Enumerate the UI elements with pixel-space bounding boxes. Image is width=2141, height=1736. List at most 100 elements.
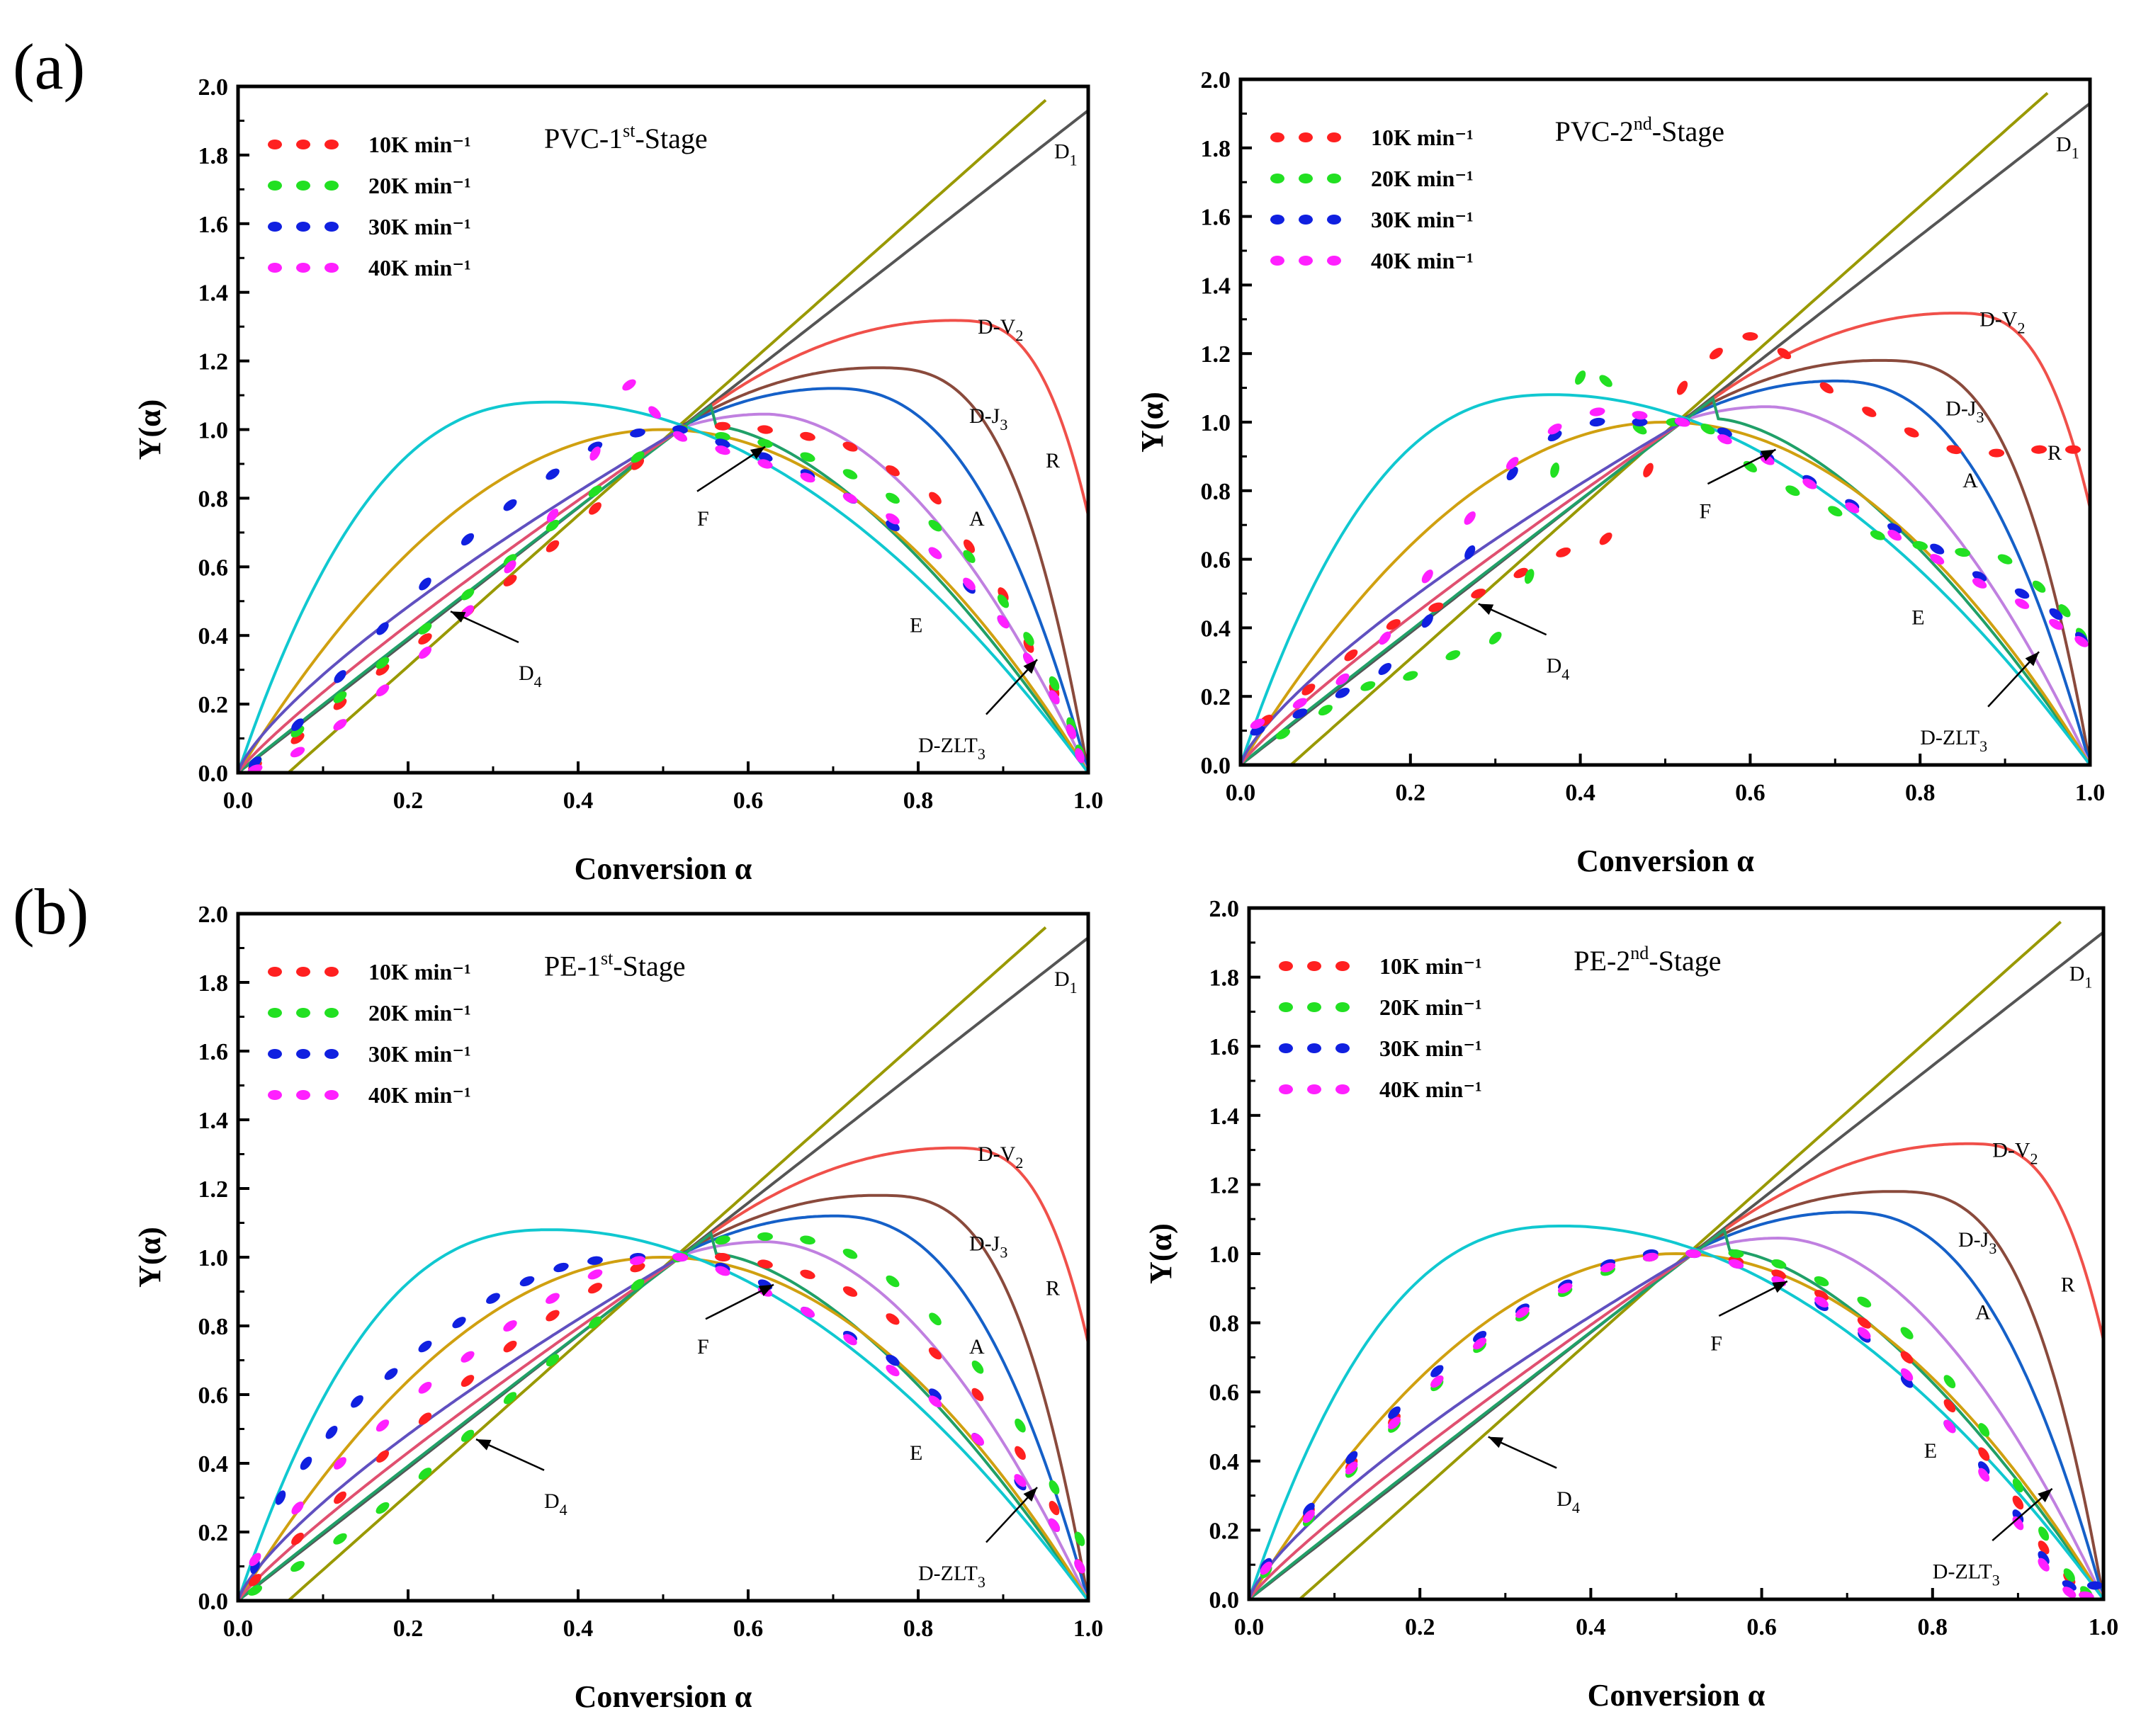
model-curve-cb	[1249, 1252, 1695, 1599]
data-point-series-1	[375, 664, 390, 676]
legend-marker	[1270, 174, 1284, 183]
model-curve-cb	[1241, 421, 1683, 765]
curve-label-a: A	[1975, 1301, 1991, 1324]
data-point-series-4	[842, 493, 858, 504]
label-arrows	[1488, 1280, 2053, 1541]
curve-label-d4: D4	[1557, 1487, 1580, 1516]
data-point-series-3	[519, 1276, 535, 1287]
panel-tag-a: (a)	[13, 30, 85, 103]
model-curve-r	[679, 1193, 1088, 1601]
arrow-head	[1760, 449, 1776, 461]
data-point-series-1	[1904, 427, 1919, 438]
legend-label: 10K min⁻¹	[1371, 125, 1474, 150]
y-axis-title: Y(α)	[132, 399, 167, 460]
data-point-series-1	[842, 1286, 858, 1297]
data-point-series-2	[1978, 1423, 1990, 1437]
y-tick-label: 1.6	[1201, 205, 1231, 231]
data-point-series-4	[757, 459, 773, 469]
data-point-series-4	[1250, 718, 1265, 730]
curve-label-d-zlt3: D-ZLT3	[1920, 726, 1987, 755]
y-tick-label: 1.4	[1209, 1104, 1240, 1130]
legend-label: 20K min⁻¹	[1379, 994, 1482, 1020]
axes: 0.0 0.2 0.4 0.6 0.8 1.0 0.0 0.2 0.4 0.6 0.8 1.0 1.2 1…	[198, 74, 1104, 814]
data-point-series-3	[291, 718, 304, 732]
data-point-series-2	[757, 438, 773, 448]
curve-label-d-v2: D-V2	[978, 1142, 1023, 1171]
data-point-series-4	[1717, 434, 1732, 445]
arrow-head	[2025, 652, 2040, 666]
legend-marker	[1279, 1084, 1293, 1094]
arrow-head	[1772, 1281, 1787, 1293]
data-point-series-1	[375, 1450, 390, 1463]
curve-label-r: R	[2061, 1273, 2075, 1297]
data-point-series-4	[375, 1419, 390, 1432]
x-tick-label: 0.8	[903, 1616, 934, 1642]
legend-label: 20K min⁻¹	[368, 1000, 471, 1026]
model-curve-a	[679, 412, 1088, 773]
x-tick-label: 0.2	[1396, 780, 1426, 806]
y-tick-label: 0.2	[1209, 1518, 1240, 1544]
model-curve-r	[679, 366, 1088, 773]
legend-marker	[296, 140, 310, 149]
data-point-series-4	[1421, 569, 1433, 584]
data-point-series-2	[2058, 604, 2071, 618]
data-point-series-4	[503, 1320, 517, 1332]
y-tick-label: 1.4	[198, 280, 229, 307]
data-point-series-1	[971, 1388, 984, 1402]
curve-label-f: F	[1710, 1332, 1722, 1356]
data-point-series-1	[334, 1491, 346, 1504]
data-point-series-1	[546, 1310, 560, 1322]
curve-label-d4: D4	[1547, 654, 1570, 683]
data-points	[247, 1232, 1085, 1596]
data-point-series-4	[2049, 618, 2063, 630]
data-point-series-4	[843, 1334, 857, 1346]
legend-marker	[296, 1008, 310, 1018]
data-point-series-2	[375, 657, 390, 669]
data-point-series-3	[2049, 608, 2063, 620]
data-point-series-2	[1524, 569, 1535, 584]
legend-marker	[1335, 961, 1350, 971]
x-tick-label: 1.0	[1073, 788, 1104, 814]
x-tick-label: 0.0	[223, 1616, 254, 1642]
curve-label-a: A	[1962, 469, 1978, 492]
data-point-series-4	[715, 445, 730, 455]
data-point-series-4	[418, 646, 432, 659]
data-point-series-2	[997, 594, 1010, 608]
data-point-series-2	[631, 1278, 645, 1291]
legend-marker	[268, 1049, 282, 1059]
curve-label-d4: D4	[519, 662, 542, 691]
data-point-series-3	[486, 1293, 500, 1304]
curve-label-e: E	[910, 613, 922, 637]
curve-label-d-j3: D-J3	[1958, 1228, 1996, 1257]
data-point-series-3	[553, 1262, 569, 1273]
data-point-series-1	[1709, 348, 1723, 360]
x-axis-title: Conversion α	[575, 1679, 752, 1714]
model-curve-r	[1693, 1190, 2103, 1599]
data-point-series-2	[588, 1316, 602, 1329]
data-point-series-3	[1473, 1331, 1487, 1343]
data-point-series-1	[1049, 1500, 1060, 1516]
model-curve-cr	[1241, 421, 1683, 765]
legend-marker	[1279, 961, 1293, 971]
data-point-series-1	[1862, 407, 1877, 417]
data-point-series-1	[1599, 532, 1612, 545]
legend-marker	[268, 222, 282, 232]
data-point-series-3	[1506, 467, 1518, 481]
legend-label: 40K min⁻¹	[368, 1082, 471, 1108]
data-point-series-3	[275, 1490, 286, 1505]
curve-label-f: F	[697, 507, 709, 531]
data-point-series-2	[1997, 554, 2013, 565]
y-tick-label: 0.0	[198, 1589, 229, 1615]
legend-marker	[1307, 961, 1321, 971]
model-curves	[238, 98, 1088, 773]
data-point-series-4	[1600, 1262, 1616, 1273]
data-point-series-4	[461, 1351, 475, 1363]
data-point-series-2	[886, 492, 900, 504]
data-point-series-1	[886, 465, 900, 477]
curve-label-d-v2: D-V2	[1992, 1138, 2038, 1167]
y-tick-label: 0.8	[1209, 1311, 1240, 1337]
axes: 0.0 0.2 0.4 0.6 0.8 1.0 0.0 0.2 0.4 0.6 0.8 1.0 1.2 1…	[1209, 896, 2119, 1640]
legend-marker	[296, 263, 310, 273]
chart-panel-3: 0.0 0.2 0.4 0.6 0.8 1.0 0.0 0.2 0.4 0.6 0.8 1.0 1.2 1…	[132, 902, 1103, 1714]
